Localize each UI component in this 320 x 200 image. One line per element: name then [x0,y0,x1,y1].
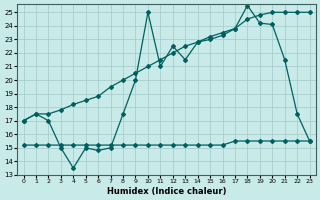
X-axis label: Humidex (Indice chaleur): Humidex (Indice chaleur) [107,187,226,196]
